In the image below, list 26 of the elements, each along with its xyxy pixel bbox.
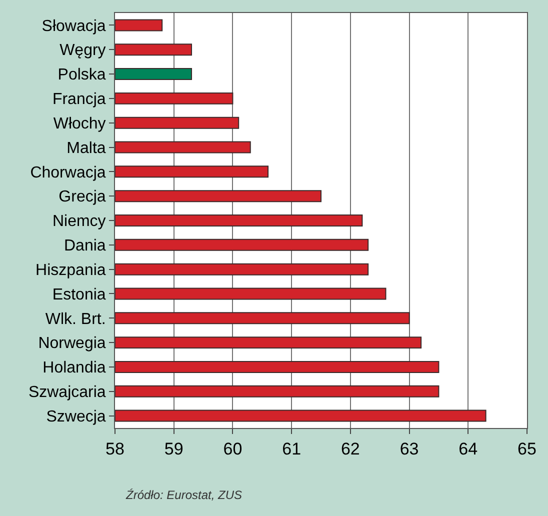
y-tick-label: Węgry [60,42,106,60]
y-tick-label: Wlk. Brt. [45,310,106,328]
text: Źródło: Eurostat, ZUS [125,488,242,502]
y-tick-label: Estonia [52,286,106,304]
y-tick-label: Chorwacja [30,164,106,182]
x-tick-label: 60 [223,439,242,458]
y-tick-label: Norwegia [38,335,106,352]
y-tick-label: Szwajcaria [28,384,106,401]
x-tick-label: 62 [340,439,360,458]
y-tick-label: Francja [52,91,106,108]
y-tick-label: Dania [64,238,106,255]
y-tick-label: Niemcy [52,213,106,230]
x-tick-label: 59 [164,439,184,458]
y-tick-label: Włochy [53,115,106,132]
x-tick-label: 61 [282,439,302,458]
x-tick-label: 63 [400,439,419,458]
y-tick-label: Holandia [42,360,106,377]
y-tick-label: Szwecja [46,408,106,426]
x-tick-label: 64 [458,439,478,458]
y-tick-label: Słowacja [42,18,106,35]
y-tick-label: Grecja [58,188,106,206]
x-tick-label: 58 [106,439,124,458]
y-tick-label: Malta [66,140,106,157]
y-tick-label: Polska [58,66,106,84]
x-tick-label: 65 [518,439,536,458]
y-tick-label: Hiszpania [36,262,106,279]
